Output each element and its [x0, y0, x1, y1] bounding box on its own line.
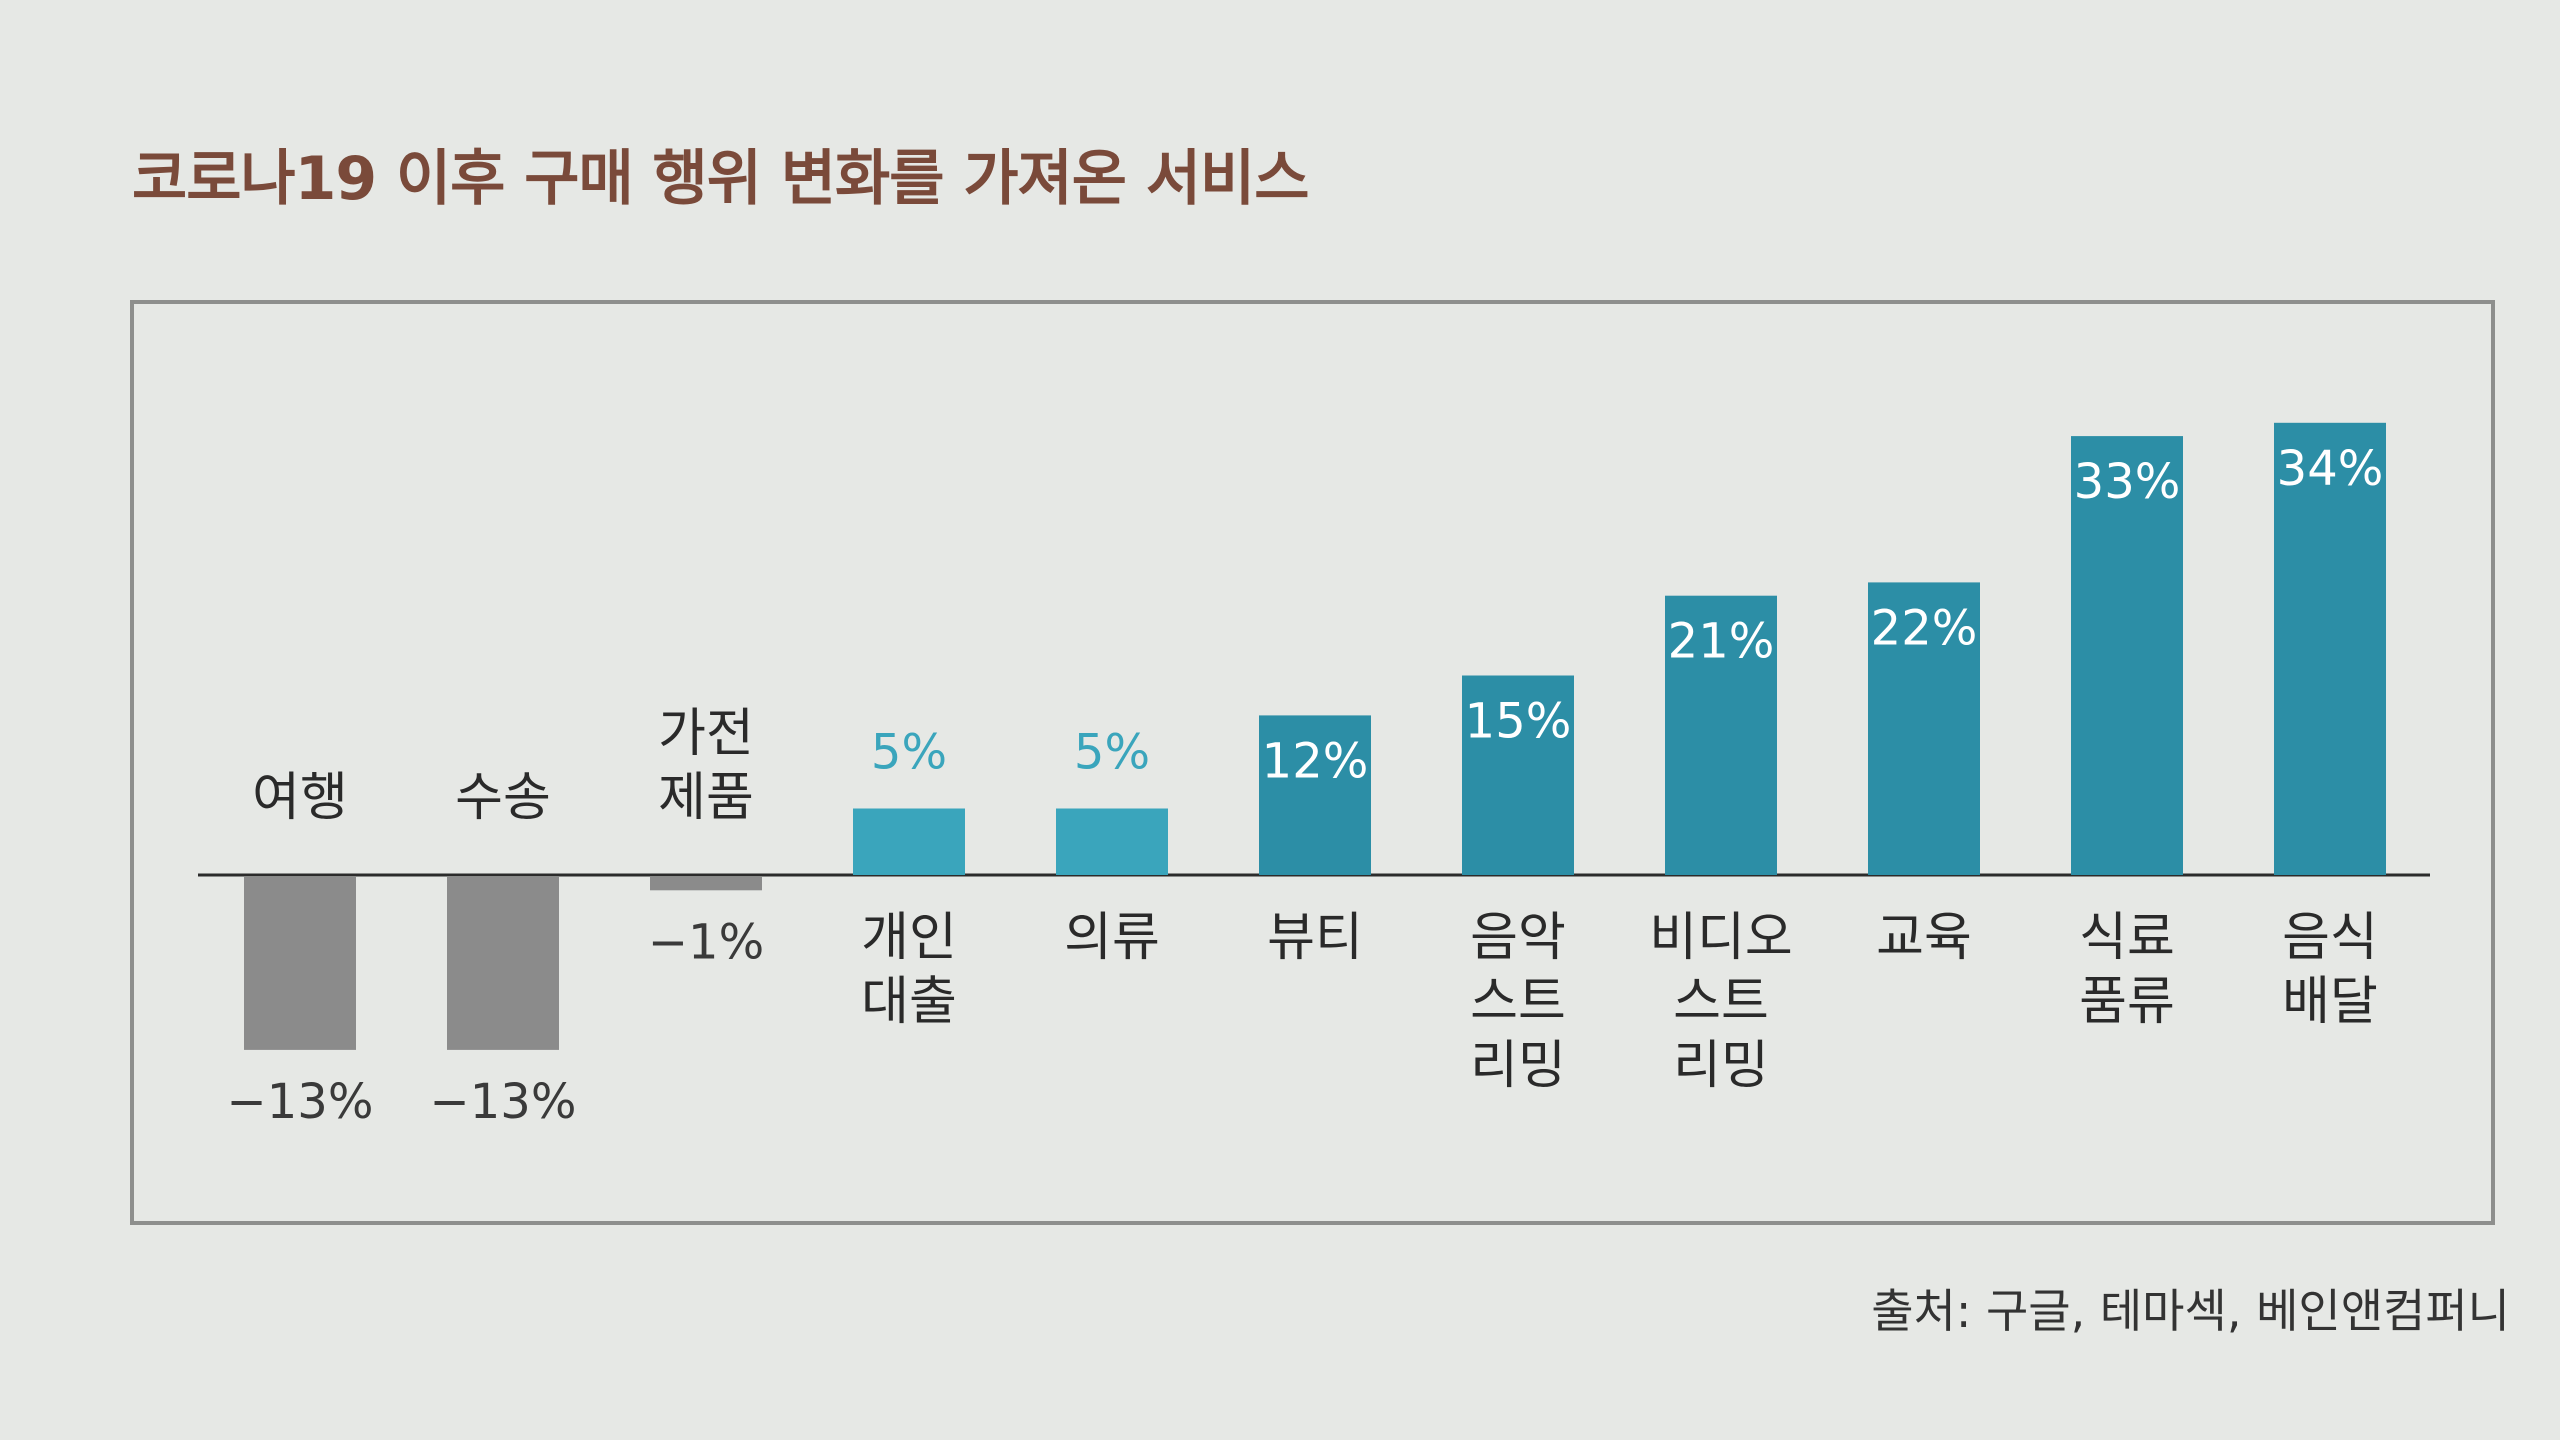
bar [1462, 675, 1574, 875]
bar [1056, 808, 1168, 875]
value-label: 33% [2074, 454, 2181, 510]
value-label: −1% [648, 914, 764, 970]
category-label: 스트 [1470, 972, 1566, 1032]
category-label: 가전 [658, 704, 754, 764]
bar [650, 877, 762, 891]
category-label: 배달 [2282, 972, 2378, 1032]
category-label: 음악 [1470, 908, 1566, 968]
category-label: 수송 [455, 768, 551, 828]
category-label: 식료 [2079, 908, 2175, 968]
value-label: 15% [1465, 694, 1572, 750]
category-label: 음식 [2282, 908, 2378, 968]
value-label: −13% [430, 1074, 577, 1130]
category-label: 제품 [658, 768, 754, 828]
category-label: 비디오 [1649, 908, 1793, 968]
value-label: 34% [2277, 441, 2384, 497]
bar [1868, 582, 1980, 875]
bar [244, 877, 356, 1050]
chart-frame [130, 300, 2495, 1225]
bar [1259, 715, 1371, 875]
category-label: 뷰티 [1267, 908, 1363, 968]
category-label: 품류 [2079, 972, 2175, 1032]
bar [2274, 422, 2386, 875]
bar [853, 808, 965, 875]
value-label: 5% [871, 725, 947, 781]
category-label: 교육 [1876, 908, 1972, 968]
value-label: 5% [1074, 725, 1150, 781]
value-label: 22% [1871, 600, 1978, 656]
value-label: −13% [227, 1074, 374, 1130]
bar [1665, 595, 1777, 875]
value-label: 21% [1668, 614, 1775, 670]
category-label: 여행 [252, 768, 348, 828]
category-label: 개인 [861, 908, 957, 968]
category-label: 리밍 [1673, 1036, 1769, 1096]
source-note: 출처: 구글, 테마섹, 베인앤컴퍼니 [1871, 1284, 2510, 1338]
value-label: 12% [1262, 733, 1369, 789]
page-title: 코로나19 이후 구매 행위 변화를 가져온 서비스 [132, 144, 1309, 214]
category-label: 리밍 [1470, 1036, 1566, 1096]
bar [447, 877, 559, 1050]
category-label: 스트 [1673, 972, 1769, 1032]
bar [2071, 436, 2183, 875]
category-label: 대출 [861, 972, 957, 1032]
category-label: 의류 [1064, 908, 1160, 968]
